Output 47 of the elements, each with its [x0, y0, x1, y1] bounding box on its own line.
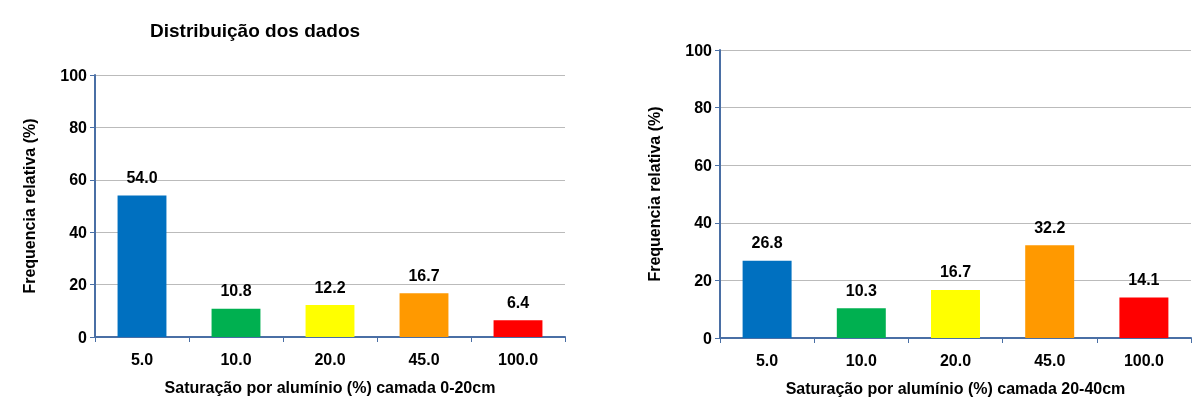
x-tick-label: 20.0 [314, 350, 346, 368]
bar [399, 293, 449, 337]
bar [211, 308, 261, 337]
bar [117, 195, 167, 337]
y-tick-label: 100 [685, 41, 713, 59]
bar [931, 289, 980, 338]
x-tick-label: 5.0 [755, 351, 779, 369]
x-axis-title: Saturação por alumínio (%) camada 0-20cm [164, 378, 496, 396]
bar [1119, 297, 1169, 338]
bar [836, 308, 886, 338]
y-tick-label: 20 [69, 276, 88, 294]
x-tick-label: 20.0 [939, 351, 972, 369]
bar [493, 320, 543, 337]
y-tick-label: 0 [703, 329, 713, 347]
y-tick-label: 60 [69, 171, 88, 189]
x-axis-title: Saturação por alumínio (%) camada 20-40cm [785, 379, 1126, 397]
y-tick-label: 20 [694, 271, 713, 289]
y-tick-label: 80 [694, 99, 713, 117]
data-label: 10.3 [845, 281, 877, 299]
bar [1025, 245, 1075, 338]
y-axis-title: Frequencia relativa (%) [20, 118, 38, 294]
y-tick-label: 40 [694, 214, 713, 232]
data-label: 16.7 [939, 263, 972, 281]
y-tick-label: 80 [69, 118, 88, 136]
data-label: 26.8 [751, 234, 783, 252]
x-tick-label: 100.0 [497, 350, 539, 368]
y-tick-label: 0 [78, 328, 88, 346]
y-tick-label: 40 [69, 223, 88, 241]
bar [742, 260, 792, 338]
bar [305, 305, 355, 337]
data-label: 16.7 [408, 266, 440, 284]
x-tick-label: 45.0 [408, 350, 440, 368]
y-tick-label: 60 [694, 156, 713, 174]
x-tick-label: 5.0 [130, 350, 154, 368]
x-tick-label: 45.0 [1034, 351, 1066, 369]
x-tick-label: 100.0 [1123, 351, 1165, 369]
data-label: 10.8 [220, 282, 252, 300]
x-tick-label: 10.0 [220, 350, 252, 368]
data-label: 54.0 [126, 169, 158, 187]
x-tick-label: 10.0 [845, 351, 877, 369]
data-label: 32.2 [1034, 218, 1066, 236]
y-axis-title: Frequencia relativa (%) [645, 106, 663, 282]
data-label: 6.4 [506, 293, 530, 311]
data-label: 12.2 [314, 278, 346, 296]
data-label: 14.1 [1128, 270, 1160, 288]
chart-title: Distribuição dos dados [150, 20, 361, 41]
y-tick-label: 100 [60, 66, 88, 84]
